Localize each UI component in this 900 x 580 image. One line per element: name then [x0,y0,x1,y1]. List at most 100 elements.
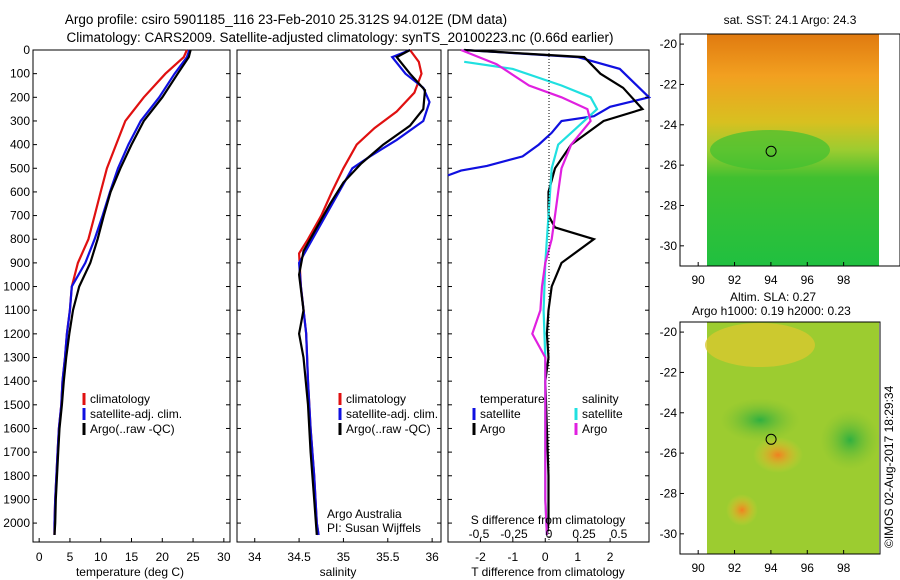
map-y-tick-label: -24 [660,118,678,132]
legend-t-argo: Argo [480,422,506,436]
x-tick-label: 36 [425,550,439,564]
legend-climatology: climatology [90,392,150,406]
sla-green-patch-east [820,410,880,470]
y-tick-label: 1600 [3,421,30,435]
y-tick-label: 1900 [3,492,30,506]
y-tick-label: 1100 [4,303,30,317]
y-tick-label: 2000 [3,516,30,530]
legend-satellite: satellite-adj. clim. [346,407,438,421]
x-tick-label: 35.5 [376,550,400,564]
salinity-legend: climatology satellite-adj. clim. Argo(..… [338,392,438,436]
legend-s-argo: Argo [582,422,608,436]
map-y-tick-label: -26 [660,158,678,172]
map-y-tick-label: -30 [660,527,678,541]
header-line-2: Climatology: CARS2009. Satellite-adjuste… [66,30,613,45]
temperature-lines [53,49,192,535]
y-tick-label: 1000 [3,280,30,294]
x-tick-label: 5 [67,550,74,564]
y-tick-label: 1400 [3,374,30,388]
difference-lines [447,48,652,536]
x-tick-label: 15 [125,550,139,564]
annotation-line-1: Argo Australia [327,507,402,521]
imos-timestamp: ©IMOS 02-Aug-2017 18:29:34 [882,385,896,548]
map-x-tick-label: 92 [728,273,742,287]
series-line [464,60,599,535]
argo-position-marker [765,433,777,445]
legend-argo: Argo(..raw -QC) [90,422,175,436]
y-tick-label: 1700 [3,445,30,459]
salinity-xlabel: salinity [320,565,357,579]
map-y-tick-label: -30 [660,239,678,253]
sla-map-title-1: Altim. SLA: 0.27 [730,290,816,304]
header-line-1: Argo profile: csiro 5901185_116 23-Feb-2… [65,12,507,27]
salinity-panel [236,49,442,543]
x-tick-label: 34 [248,550,262,564]
y-tick-label: 1800 [3,469,30,483]
y-tick-label: 700 [10,209,30,223]
legend-s-satellite: satellite [582,407,623,421]
series-line [53,49,188,535]
sst-green-patch [710,130,830,170]
y-tick-label: 900 [10,256,30,270]
x-tick-label: 1 [574,550,581,564]
map-x-tick-label: 98 [837,561,851,575]
series-line [297,48,431,536]
legend-salinity-title: salinity [582,392,619,406]
map-y-tick-label: -20 [660,37,678,51]
sla-green-patch [720,398,800,442]
x-tick-label: -2 [475,550,486,564]
x-tick-label: 10 [94,550,108,564]
map-x-tick-label: 94 [764,561,778,575]
sst-map-frame [679,33,900,267]
sla-yellow-patch [705,323,815,367]
map-x-tick-label: 90 [692,273,706,287]
temperature-xlabel: temperature (deg C) [76,565,184,579]
y-tick-label: 500 [10,161,30,175]
legend-temperature-title: temperature [480,392,545,406]
sst-axis-ticks: 90 92 94 96 98 -20 -22 -24 -26 -28 -30 [660,37,851,287]
s-tick-label: -0.25 [500,527,528,541]
salinity-lines [297,48,431,536]
s-tick-label: 0.5 [611,527,628,541]
map-x-tick-label: 96 [801,273,815,287]
temperature-legend: climatology satellite-adj. clim. Argo(..… [82,392,182,436]
map-y-tick-label: -22 [660,77,678,91]
argo-position-marker [765,145,777,157]
legend-climatology: climatology [346,392,406,406]
axis-ticks: 0 5 10 15 20 25 300100200300400500600700800900… [3,43,649,564]
map-y-tick-label: -28 [660,198,678,212]
y-tick-label: 0 [23,43,30,57]
temperature-panel [32,49,231,543]
s-tick-label: -0.5 [469,527,490,541]
y-tick-label: 600 [10,185,30,199]
x-tick-label: 30 [217,550,231,564]
map-y-tick-label: -26 [660,446,678,460]
series-line [53,49,191,535]
sla-map-title-2: Argo h1000: 0.19 h2000: 0.23 [692,304,851,318]
difference-xlabel: T difference from climatology [471,565,625,579]
x-tick-label: 35 [337,550,351,564]
x-tick-label: -1 [508,550,519,564]
x-tick-label: 20 [156,550,170,564]
x-tick-label: 0 [36,550,43,564]
legend-t-satellite: satellite [480,407,521,421]
map-x-tick-label: 92 [728,561,742,575]
y-tick-label: 800 [10,232,30,246]
annotation-line-2: PI: Susan Wijffels [327,521,421,535]
map-y-tick-label: -24 [660,406,678,420]
sla-map-frame [679,321,881,555]
sla-warm-spot-south [726,494,758,526]
y-tick-label: 400 [10,138,30,152]
map-x-tick-label: 98 [837,273,851,287]
sla-axis-ticks: 90 92 94 96 98 -20 -22 -24 -26 -28 -30 [660,325,851,575]
s-tick-label: 0.25 [572,527,596,541]
series-line [297,49,427,535]
map-y-tick-label: -20 [660,325,678,339]
legend-argo: Argo(..raw -QC) [346,422,431,436]
map-y-tick-label: -28 [660,486,678,500]
map-y-tick-label: -22 [660,365,678,379]
legend-satellite: satellite-adj. clim. [90,407,182,421]
series-line [447,48,652,177]
series-line [460,48,592,535]
